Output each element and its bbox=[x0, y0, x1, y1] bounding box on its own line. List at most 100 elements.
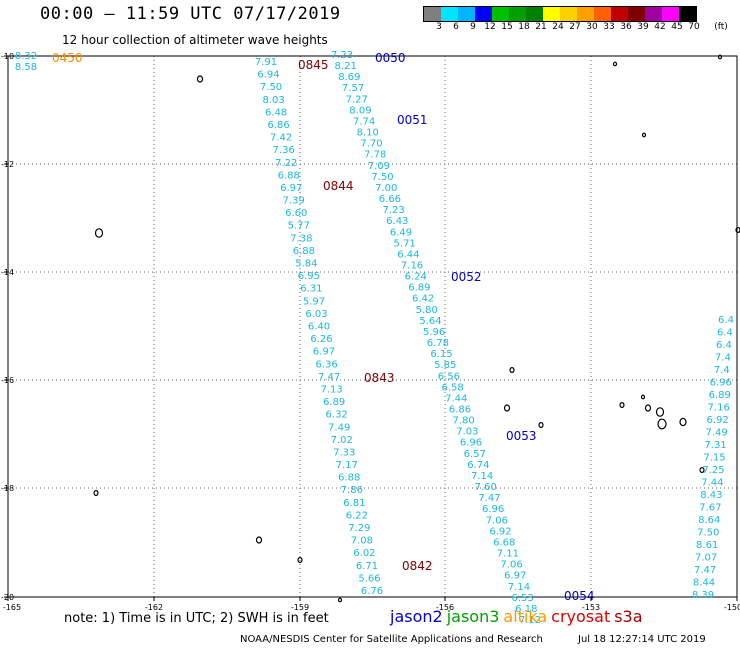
wave-height-value: 7.49 bbox=[705, 428, 727, 439]
color-scale-tick-label: 27 bbox=[569, 22, 581, 32]
island-outline bbox=[196, 75, 204, 83]
wave-height-value: 8.58 bbox=[15, 62, 37, 73]
pass-time-label: 0050 bbox=[375, 51, 406, 65]
wave-height-value: 6.74 bbox=[467, 460, 489, 471]
wave-height-value: 6.95 bbox=[298, 271, 320, 282]
island-outlines bbox=[93, 54, 740, 603]
pass-time-label: 0844 bbox=[323, 179, 354, 193]
x-tick-label: -162 bbox=[145, 603, 163, 612]
wave-height-value: 6.43 bbox=[386, 216, 408, 227]
color-scale-swatch bbox=[526, 7, 543, 21]
wave-height-value: 6.71 bbox=[356, 561, 378, 572]
island-outline bbox=[717, 54, 723, 60]
color-scale-swatch bbox=[611, 7, 628, 21]
color-scale-tick-label: 30 bbox=[586, 22, 598, 32]
wave-height-value: 7.14 bbox=[508, 582, 530, 593]
color-scale-swatch bbox=[628, 7, 645, 21]
wave-height-value: 7.57 bbox=[342, 83, 364, 94]
x-tick-label: -153 bbox=[582, 603, 600, 612]
island-outline bbox=[337, 597, 343, 603]
wave-height-value: 5.64 bbox=[419, 316, 441, 327]
island-outline bbox=[640, 394, 646, 400]
units-note: note: 1) Time is in UTC; 2) SWH is in fe… bbox=[64, 611, 329, 626]
wave-height-value: 7.06 bbox=[486, 515, 508, 526]
wave-height-value: 7.78 bbox=[364, 150, 386, 161]
color-scale-tick-label: 70 bbox=[688, 22, 700, 32]
y-tick-label: -18 bbox=[1, 484, 14, 493]
pass-labels: 0450 0845 0050 0051 0844 0052 0843 0053 0842 0054 bbox=[52, 51, 595, 603]
wave-height-value: 6.48 bbox=[265, 107, 287, 118]
color-scale-swatch bbox=[679, 7, 696, 21]
color-scale-swatch bbox=[458, 7, 475, 21]
x-tick-label: -159 bbox=[291, 603, 309, 612]
wave-height-value: 7.47 bbox=[478, 493, 500, 504]
wave-height-value: 7.17 bbox=[336, 460, 358, 471]
island-outline bbox=[641, 132, 647, 138]
wave-height-value: 7.13 bbox=[320, 384, 342, 395]
wave-height-value: 7.49 bbox=[328, 422, 350, 433]
satellite-legend: jason2 jason3 altika cryosat s3a bbox=[390, 607, 647, 626]
wave-height-value: 6.58 bbox=[441, 382, 463, 393]
legend-entry-altika: altika bbox=[503, 607, 548, 626]
wave-height-value: 7.22 bbox=[275, 158, 297, 169]
wave-height-value: 6.02 bbox=[353, 548, 375, 559]
map-frame bbox=[7, 55, 738, 598]
wave-height-value: 6.15 bbox=[430, 349, 452, 360]
color-scale-swatch bbox=[662, 7, 679, 21]
wave-height-value: 8.03 bbox=[262, 95, 284, 106]
color-scale-tick-label: 3 bbox=[436, 22, 442, 32]
wave-height-value: 6.57 bbox=[464, 449, 486, 460]
color-scale-tick-label: 15 bbox=[501, 22, 513, 32]
wave-height-tracks: 7.916.947.508.036.486.867.427.367.226.88… bbox=[15, 50, 734, 626]
wave-height-value: 7.07 bbox=[695, 553, 717, 564]
pass-time-label: 0843 bbox=[364, 371, 395, 385]
color-scale-tick-label: 24 bbox=[552, 22, 564, 32]
color-scale-swatch bbox=[645, 7, 662, 21]
footer-credit: NOAA/NESDIS Center for Satellite Applica… bbox=[240, 634, 543, 645]
wave-height-value: 8.61 bbox=[696, 540, 718, 551]
wave-height-value: 8.69 bbox=[338, 72, 360, 83]
wave-height-value: 5.66 bbox=[358, 573, 380, 584]
island-outline bbox=[93, 490, 99, 497]
legend-entry-jason2: jason2 bbox=[390, 607, 443, 626]
wave-height-value: 6.89 bbox=[408, 283, 430, 294]
wave-height-value: 6.4 bbox=[718, 315, 734, 326]
wave-height-value: 6.97 bbox=[504, 571, 526, 582]
color-scale-labels: 3 6 9 12 15 18 21 24 27 30 33 36 39 42 45 70 (ft) bbox=[423, 22, 740, 34]
wave-height-value: 7.09 bbox=[368, 161, 390, 172]
wave-height-value: 7.27 bbox=[346, 94, 368, 105]
wave-height-value: 6.88 bbox=[293, 246, 315, 257]
wave-height-value: 5.84 bbox=[295, 259, 317, 270]
wave-height-value: 5.77 bbox=[288, 221, 310, 232]
wave-height-value: 6.32 bbox=[326, 410, 348, 421]
wave-height-value: 7.29 bbox=[348, 523, 370, 534]
wave-height-value: 7.11 bbox=[497, 549, 519, 560]
wave-height-value: 8.43 bbox=[700, 490, 722, 501]
wave-height-value: 6.88 bbox=[278, 170, 300, 181]
wave-height-value: 7.12 bbox=[519, 615, 541, 626]
legend-entry-jason3: jason3 bbox=[446, 607, 500, 626]
wave-height-value: 7.74 bbox=[353, 116, 375, 127]
wave-height-value: 6.18 bbox=[515, 604, 537, 615]
wave-height-value: 8.10 bbox=[357, 128, 379, 139]
wave-height-value: 8.39 bbox=[692, 590, 714, 601]
wave-height-value: 6.76 bbox=[361, 586, 383, 597]
wave-height-value: 6.22 bbox=[346, 510, 368, 521]
color-scale-swatch bbox=[560, 7, 577, 21]
wave-height-value: 7.38 bbox=[290, 233, 312, 244]
color-scale-tick-label: 33 bbox=[603, 22, 615, 32]
wave-height-value: 5.97 bbox=[303, 296, 325, 307]
map-axes: -165 -162 -159 -156 -153 -150 -10 -12 -14 -16 -18 -… bbox=[1, 52, 740, 612]
wave-height-value: 6.26 bbox=[310, 334, 332, 345]
wave-height-value: 8.21 bbox=[335, 61, 357, 72]
color-scale-tick-label: 42 bbox=[654, 22, 666, 32]
wave-height-value: 6.36 bbox=[315, 359, 337, 370]
island-outline bbox=[679, 417, 687, 427]
color-scale-tick-label: 39 bbox=[637, 22, 649, 32]
wave-height-value: 7.47 bbox=[318, 372, 340, 383]
wave-height-value: 6.96 bbox=[482, 504, 504, 515]
wave-height-value: 7.16 bbox=[401, 260, 423, 271]
wave-height-value: 7.06 bbox=[500, 560, 522, 571]
color-scale-swatch bbox=[441, 7, 458, 21]
island-outline bbox=[644, 404, 652, 412]
